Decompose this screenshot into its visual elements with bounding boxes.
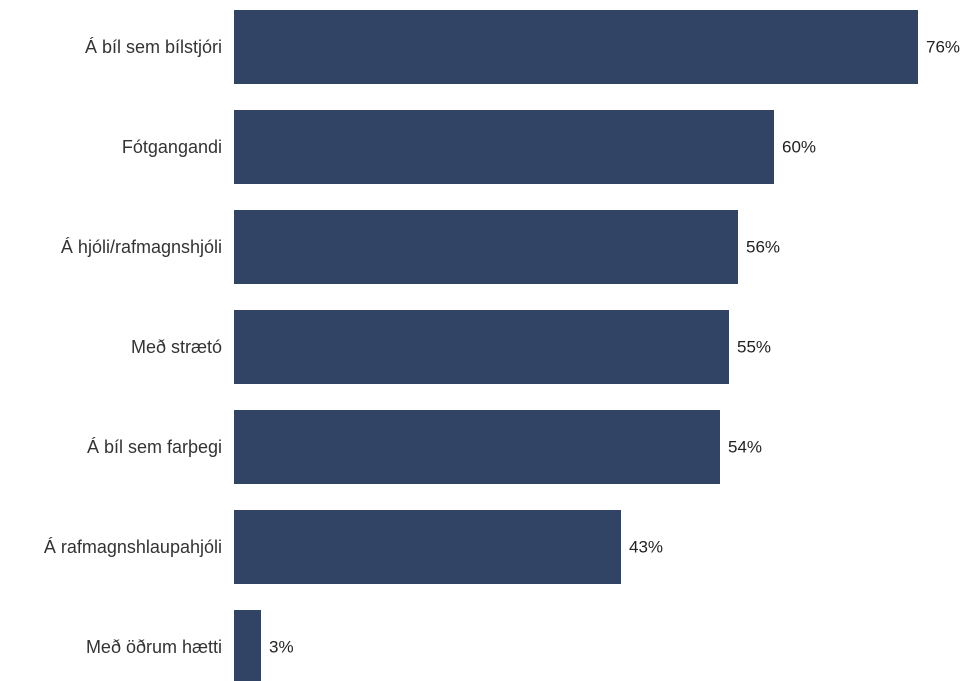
category-label-3: Með strætó [131,337,222,357]
value-label-0: 76% [926,38,960,57]
bar-3 [234,310,729,384]
value-label-4: 54% [728,438,762,457]
category-label-5: Á rafmagnshlaupahjóli [44,537,222,557]
bar-0 [234,10,918,84]
bar-1 [234,110,774,184]
value-label-5: 43% [629,538,663,557]
bar-4 [234,410,720,484]
value-label-3: 55% [737,338,771,357]
category-label-2: Á hjóli/rafmagnshjóli [61,237,222,257]
category-label-1: Fótgangandi [122,137,222,157]
bar-5 [234,510,621,584]
category-labels-group: Á bíl sem bílstjóri Fótgangandi Á hjóli/ra… [44,37,222,657]
bars-group [234,10,918,681]
value-label-6: 3% [269,638,294,657]
category-label-0: Á bíl sem bílstjóri [85,37,222,57]
value-labels-group: 76% 60% 56% 55% 54% 43% 3% [269,38,960,657]
category-label-4: Á bíl sem farþegi [87,437,222,457]
value-label-2: 56% [746,238,780,257]
bar-6 [234,610,261,681]
bar-2 [234,210,738,284]
category-label-6: Með öðrum hætti [86,637,222,657]
value-label-1: 60% [782,138,816,157]
